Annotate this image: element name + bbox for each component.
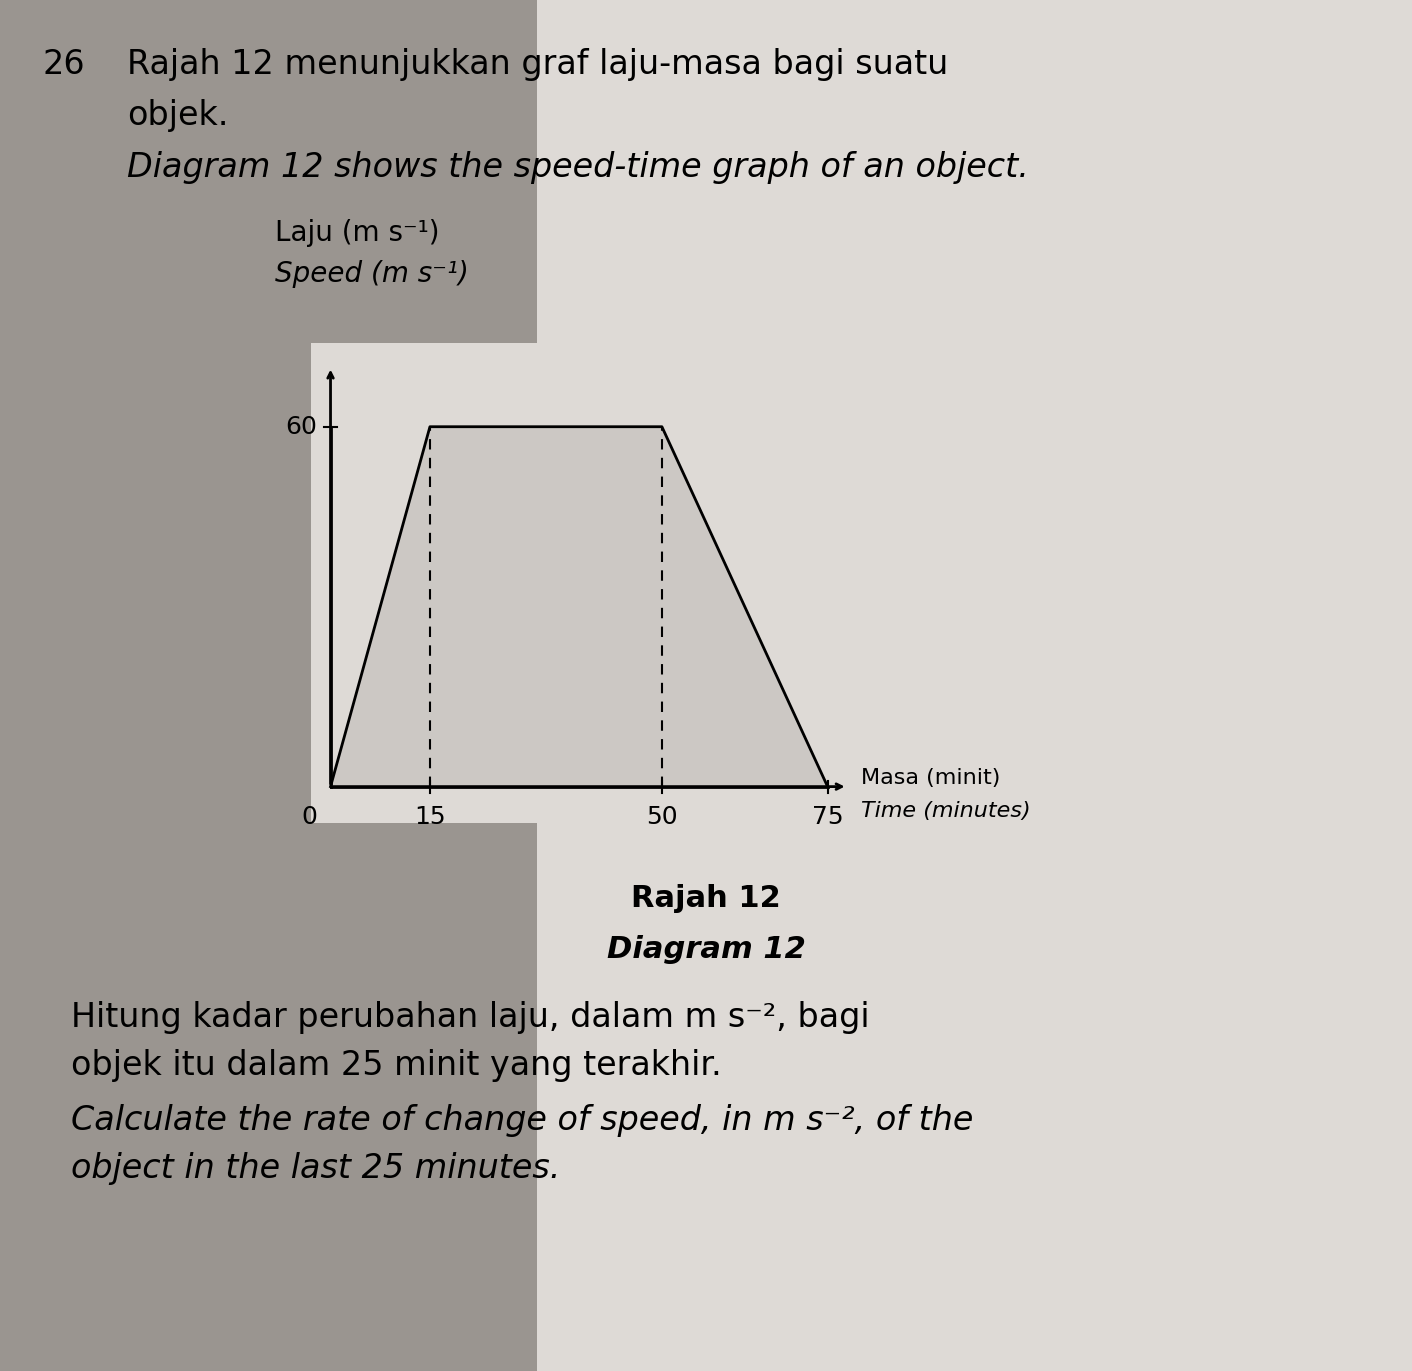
Text: Diagram 12 shows the speed-time graph of an object.: Diagram 12 shows the speed-time graph of… (127, 151, 1029, 184)
Text: objek.: objek. (127, 99, 229, 132)
Text: object in the last 25 minutes.: object in the last 25 minutes. (71, 1152, 561, 1185)
Text: 0: 0 (301, 805, 318, 828)
Text: 15: 15 (414, 805, 446, 828)
Text: Masa (minit): Masa (minit) (861, 768, 1000, 787)
Text: 60: 60 (285, 414, 318, 439)
Text: 75: 75 (812, 805, 843, 828)
Text: Speed (m s⁻¹): Speed (m s⁻¹) (275, 260, 469, 288)
Text: Rajah 12 menunjukkan graf laju-masa bagi suatu: Rajah 12 menunjukkan graf laju-masa bagi… (127, 48, 949, 81)
Text: 26: 26 (42, 48, 85, 81)
Text: Time (minutes): Time (minutes) (861, 801, 1031, 821)
Polygon shape (330, 426, 827, 787)
Text: Laju (m s⁻¹): Laju (m s⁻¹) (275, 219, 441, 247)
Text: Diagram 12: Diagram 12 (607, 935, 805, 964)
Text: Calculate the rate of change of speed, in m s⁻², of the: Calculate the rate of change of speed, i… (71, 1104, 973, 1137)
Text: objek itu dalam 25 minit yang terakhir.: objek itu dalam 25 minit yang terakhir. (71, 1049, 722, 1082)
Text: Rajah 12: Rajah 12 (631, 884, 781, 913)
Text: Hitung kadar perubahan laju, dalam m s⁻², bagi: Hitung kadar perubahan laju, dalam m s⁻²… (71, 1001, 870, 1034)
Text: 50: 50 (647, 805, 678, 828)
